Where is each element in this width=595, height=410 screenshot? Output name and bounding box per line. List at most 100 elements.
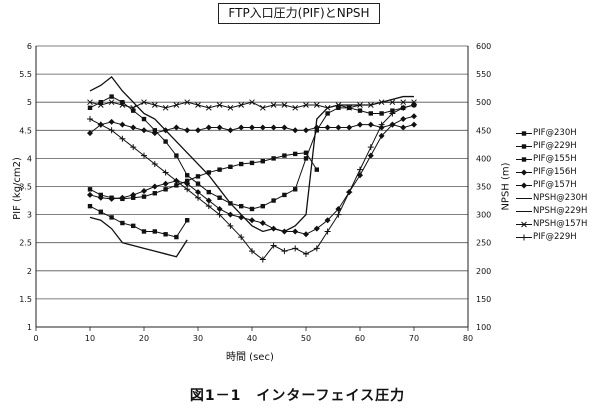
data-point (324, 124, 331, 131)
data-point (238, 102, 245, 108)
data-point (292, 127, 299, 134)
chart-title: FTP入口圧力(PIF)とNPSH (218, 3, 380, 24)
data-point (303, 127, 309, 134)
legend-label: PIF@156H (533, 167, 577, 177)
series-line (89, 205, 188, 238)
data-point (367, 152, 374, 159)
data-point (130, 191, 137, 198)
data-point (249, 206, 255, 212)
legend-swatch (516, 234, 532, 241)
data-point (313, 102, 320, 108)
data-point (521, 221, 527, 228)
data-point (336, 105, 341, 111)
data-point (282, 192, 287, 198)
data-point (174, 183, 179, 188)
y-right-tick-label: 350 (476, 183, 491, 192)
data-point (249, 124, 255, 131)
data-point (521, 234, 527, 241)
legend-label: PIF@229H (533, 141, 577, 151)
data-point (368, 111, 373, 116)
y-left-tick-label: 4.5 (19, 126, 32, 135)
data-point (293, 151, 298, 157)
legend-item: NPSH@157H (516, 218, 587, 231)
data-point (162, 180, 169, 187)
data-point (195, 102, 201, 108)
data-point (184, 186, 191, 193)
data-point (238, 124, 245, 131)
data-point (206, 170, 211, 175)
data-point (260, 203, 265, 209)
data-point (303, 156, 309, 161)
data-point (249, 248, 255, 255)
data-point (141, 116, 147, 122)
legend-swatch (516, 157, 532, 162)
data-point (292, 104, 299, 111)
legend-label: PIF@155H (533, 154, 577, 164)
data-point (411, 121, 417, 128)
data-point (367, 121, 374, 128)
data-point (238, 234, 245, 241)
data-point (521, 182, 527, 189)
data-point (270, 242, 277, 249)
data-point (303, 150, 309, 155)
data-point (389, 110, 396, 117)
data-point (281, 124, 288, 131)
x-tick-label: 50 (301, 334, 311, 343)
data-point (87, 187, 93, 192)
data-point (314, 167, 319, 172)
data-point (173, 102, 180, 108)
data-point (195, 174, 201, 179)
series-pif-229h-8 (87, 102, 417, 263)
data-point (87, 116, 93, 123)
data-point (281, 248, 288, 255)
legend-item: PIF@157H (516, 179, 587, 192)
data-point (184, 99, 191, 106)
legend-item: NPSH@230H (516, 192, 587, 205)
data-point (260, 159, 265, 164)
legend-item: PIF@230H (516, 127, 587, 140)
data-point (389, 121, 396, 128)
data-point (292, 228, 299, 235)
legend-item: PIF@229H (516, 140, 587, 153)
data-point (259, 220, 266, 227)
data-point (346, 189, 353, 196)
data-point (205, 203, 212, 210)
data-point (195, 127, 201, 134)
data-point (400, 116, 407, 123)
data-point (119, 135, 126, 142)
x-axis-title: 時間 (sec) (226, 352, 274, 363)
x-tick-label: 60 (355, 334, 365, 343)
data-point (97, 194, 104, 201)
data-point (151, 161, 158, 168)
data-point (216, 102, 223, 108)
data-point (324, 228, 331, 235)
series-pif-156h-3 (87, 113, 417, 238)
data-point (97, 121, 104, 128)
data-point (249, 99, 255, 106)
series-pif-155h-2 (87, 94, 417, 212)
legend-item: PIF@229H (516, 231, 587, 244)
legend-swatch (516, 221, 532, 228)
data-point (184, 180, 191, 187)
data-point (217, 167, 222, 172)
series-line (89, 96, 415, 210)
legend-label: PIF@230H (533, 128, 577, 138)
data-point (249, 217, 255, 224)
data-point (87, 99, 93, 106)
data-point (270, 102, 277, 108)
legend-item: NPSH@229H (516, 205, 587, 218)
data-point (119, 194, 126, 201)
data-point (227, 104, 234, 111)
data-point (400, 124, 407, 131)
data-point (227, 211, 234, 218)
data-point (130, 104, 137, 111)
data-point (141, 152, 147, 159)
data-point (521, 157, 527, 162)
series-line (89, 152, 318, 200)
data-point (378, 121, 385, 128)
data-point (141, 187, 147, 194)
data-point (389, 99, 396, 106)
y-left-tick-label: 3 (27, 211, 32, 220)
data-point (292, 245, 299, 252)
data-point (185, 218, 190, 223)
